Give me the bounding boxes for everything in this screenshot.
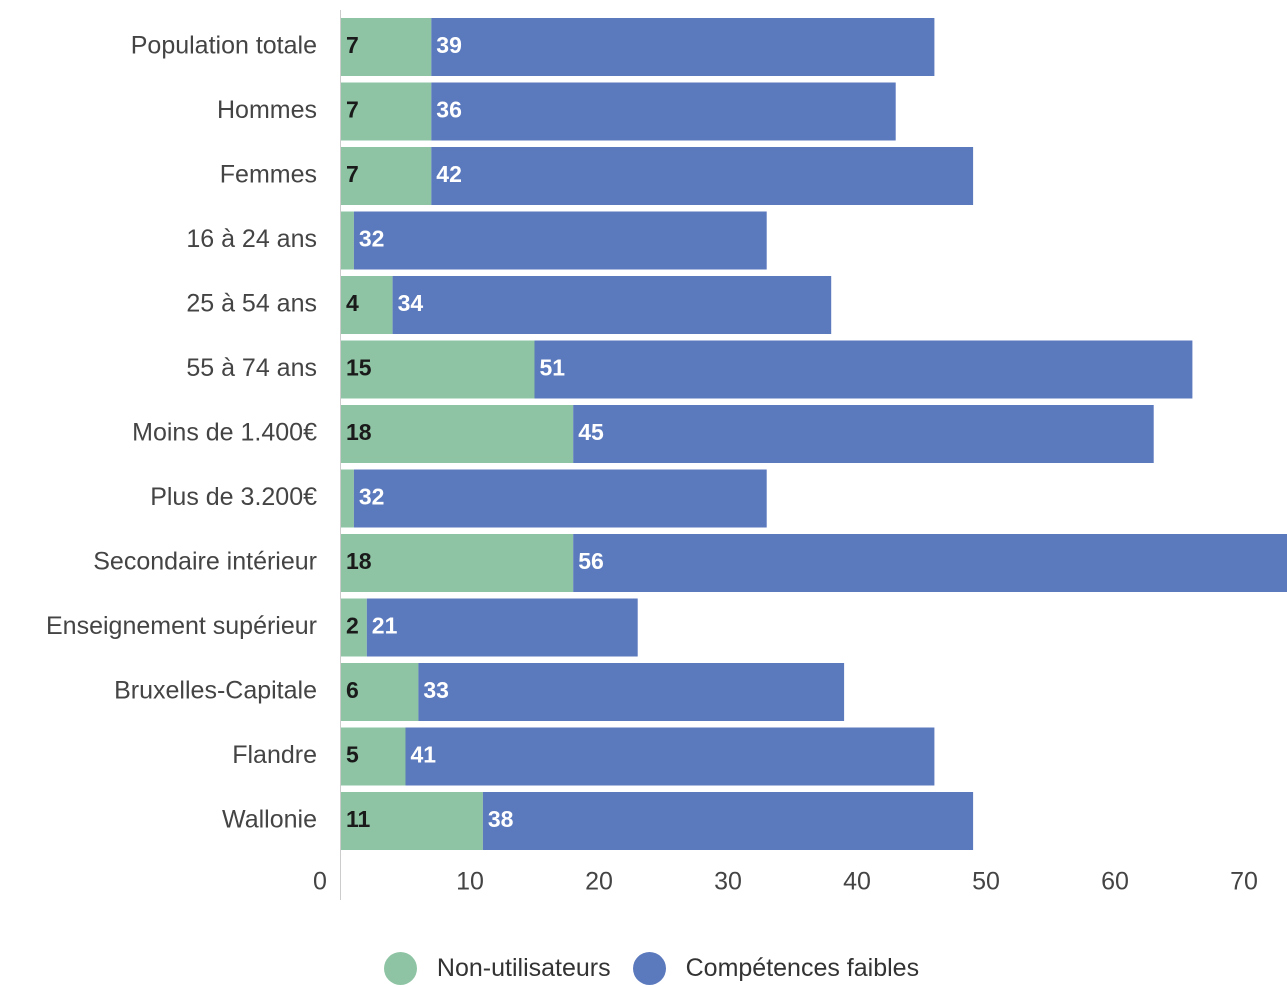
bar-non-utilisateurs-wallonie[interactable] [341,792,483,850]
data-label-competences-faibles-plus-de-3-200: 32 [359,484,385,510]
category-label-55-a-74-ans: 55 à 74 ans [186,354,317,382]
stacked-bar-chart: 7 39 7 36 7 42 32 4 34 15 51 18 45 32 18 56 2 21 6 33 5 41 11 3… [46,10,1287,900]
data-label-non-utilisateurs-hommes: 7 [346,97,359,123]
data-label-non-utilisateurs-moins-de-1-400: 18 [346,419,372,445]
data-label-competences-faibles-25-a-54-ans: 34 [398,290,424,316]
x-axis-ticks: 0 10 20 30 40 50 60 70 [313,868,1258,896]
data-label-competences-faibles-femmes: 42 [436,161,462,187]
bar-non-utilisateurs-secondaire-interieur[interactable] [341,534,574,592]
legend-item-competences-faibles[interactable]: Compétences faibles [632,952,920,985]
data-label-competences-faibles-population-totale: 39 [436,32,462,58]
category-label-flandre: Flandre [232,741,317,769]
legend-swatch-non-utilisateurs [383,952,417,985]
category-label-16-a-24-ans: 16 à 24 ans [186,225,317,253]
category-label-enseignement-superieur: Enseignement supérieur [46,612,317,640]
category-label-population-totale: Population totale [131,32,317,60]
bar-non-utilisateurs-moins-de-1-400[interactable] [341,405,574,463]
data-label-competences-faibles-moins-de-1-400: 45 [578,419,604,445]
bar-non-utilisateurs-population-totale[interactable] [341,18,432,76]
bar-non-utilisateurs-flandre[interactable] [341,727,406,786]
data-label-competences-faibles-wallonie: 38 [488,806,514,832]
bar-non-utilisateurs-55-a-74-ans[interactable] [341,340,535,399]
bar-non-utilisateurs-16-a-24-ans[interactable] [341,211,354,270]
legend: Non-utilisateurs Compétences faibles [0,952,1287,985]
legend-item-non-utilisateurs[interactable]: Non-utilisateurs [383,952,611,985]
data-label-non-utilisateurs-wallonie: 11 [346,806,371,832]
bar-non-utilisateurs-bruxelles-capitale[interactable] [341,663,419,721]
category-label-wallonie: Wallonie [222,806,317,834]
data-label-non-utilisateurs-femmes: 7 [346,161,359,187]
bars-group: 7 39 7 36 7 42 32 4 34 15 51 18 45 32 18 56 2 21 6 33 5 41 11 3… [341,18,1287,850]
x-tick-label-50: 50 [972,868,1000,896]
data-label-competences-faibles-flandre: 41 [411,742,437,768]
bar-competences-faibles-secondaire-interieur[interactable] [573,534,1287,592]
bar-competences-faibles-16-a-24-ans[interactable] [353,211,767,270]
x-tick-label-40: 40 [843,868,871,896]
x-tick-label-70: 70 [1230,868,1258,896]
data-label-competences-faibles-16-a-24-ans: 32 [359,226,385,252]
bar-non-utilisateurs-hommes[interactable] [341,82,432,141]
bar-competences-faibles-flandre[interactable] [405,727,935,786]
bar-non-utilisateurs-enseignement-superieur[interactable] [341,598,367,657]
bar-competences-faibles-population-totale[interactable] [431,18,935,76]
x-tick-label-20: 20 [585,868,613,896]
data-label-non-utilisateurs-55-a-74-ans: 15 [346,355,372,381]
x-tick-label-0: 0 [313,868,327,896]
data-label-non-utilisateurs-enseignement-superieur: 2 [346,613,359,639]
category-label-hommes: Hommes [217,96,317,124]
category-label-moins-de-1-400: Moins de 1.400€ [132,419,317,447]
category-label-25-a-54-ans: 25 à 54 ans [186,290,317,318]
x-tick-label-60: 60 [1101,868,1129,896]
bar-competences-faibles-femmes[interactable] [431,147,974,205]
bar-competences-faibles-moins-de-1-400[interactable] [573,405,1154,463]
bar-competences-faibles-plus-de-3-200[interactable] [353,469,767,528]
data-label-non-utilisateurs-secondaire-interieur: 18 [346,548,372,574]
data-label-competences-faibles-bruxelles-capitale: 33 [423,677,449,703]
category-labels: Population totale Hommes Femmes 16 à 24 ans… [46,32,317,834]
data-label-competences-faibles-hommes: 36 [436,97,462,123]
data-label-non-utilisateurs-flandre: 5 [346,742,359,768]
bar-competences-faibles-wallonie[interactable] [482,792,974,850]
bar-competences-faibles-enseignement-superieur[interactable] [366,598,638,657]
category-label-plus-de-3-200: Plus de 3.200€ [150,483,317,511]
bar-competences-faibles-hommes[interactable] [431,82,896,141]
data-label-competences-faibles-enseignement-superieur: 21 [372,613,398,639]
legend-swatch-competences-faibles [632,952,666,985]
data-label-non-utilisateurs-bruxelles-capitale: 6 [346,677,359,703]
bar-competences-faibles-55-a-74-ans[interactable] [534,340,1193,399]
data-label-competences-faibles-secondaire-interieur: 56 [578,548,604,574]
data-label-competences-faibles-55-a-74-ans: 51 [540,355,566,381]
bar-competences-faibles-25-a-54-ans[interactable] [392,276,832,334]
category-label-bruxelles-capitale: Bruxelles-Capitale [114,677,317,705]
category-label-secondaire-interieur: Secondaire intérieur [93,548,317,576]
x-tick-label-30: 30 [714,868,742,896]
data-label-non-utilisateurs-25-a-54-ans: 4 [346,290,359,316]
bar-competences-faibles-bruxelles-capitale[interactable] [418,663,845,721]
bar-non-utilisateurs-plus-de-3-200[interactable] [341,469,354,528]
bar-non-utilisateurs-femmes[interactable] [341,147,432,205]
data-label-non-utilisateurs-population-totale: 7 [346,32,359,58]
bar-non-utilisateurs-25-a-54-ans[interactable] [341,276,393,334]
category-label-femmes: Femmes [220,161,317,189]
legend-label-non-utilisateurs: Non-utilisateurs [436,954,611,982]
x-tick-label-10: 10 [456,868,484,896]
legend-label-competences-faibles: Compétences faibles [685,954,920,982]
